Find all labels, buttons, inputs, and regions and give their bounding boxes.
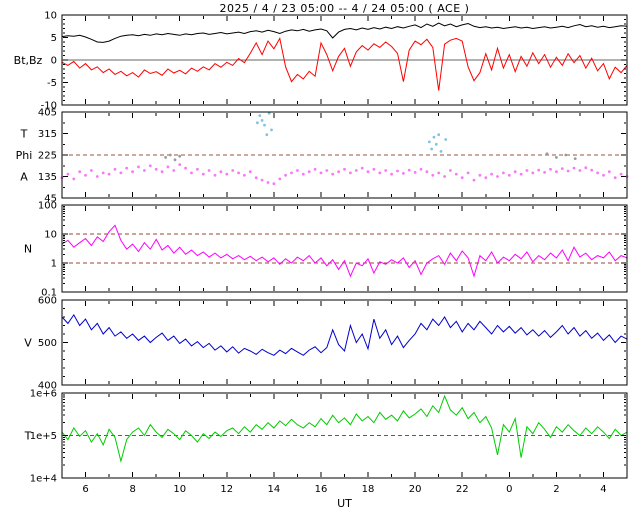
- panel-phi: 405 315 225 135 45 T Phi A: [16, 108, 629, 205]
- panel-density: 100 10 1 0.1 N: [24, 201, 628, 299]
- svg-text:Bt,Bz: Bt,Bz: [14, 54, 43, 67]
- svg-text:10: 10: [44, 230, 57, 241]
- panel-velocity: 600 500 400 V: [24, 296, 628, 392]
- svg-text:1e+4: 1e+4: [30, 474, 57, 485]
- svg-text:10: 10: [44, 11, 57, 22]
- svg-text:8: 8: [129, 484, 135, 495]
- svg-text:1e+5: 1e+5: [30, 431, 57, 442]
- svg-text:14: 14: [268, 484, 281, 495]
- svg-text:1: 1: [51, 259, 57, 270]
- svg-text:405: 405: [38, 108, 57, 119]
- svg-text:45: 45: [44, 194, 57, 205]
- x-axis-title: UT: [337, 497, 352, 510]
- svg-text:-10: -10: [41, 101, 57, 112]
- svg-text:12: 12: [220, 484, 233, 495]
- svg-text:V: V: [24, 337, 32, 350]
- svg-text:4: 4: [600, 484, 606, 495]
- plot-title: 2025 / 4 / 23 05:00 -- 4 / 24 05:00 ( AC…: [219, 2, 470, 15]
- svg-text:5: 5: [51, 33, 57, 44]
- svg-text:6: 6: [82, 484, 88, 495]
- panel-temperature: 1e+6 1e+5 1e+4 T: [24, 389, 628, 485]
- svg-text:18: 18: [362, 484, 375, 495]
- svg-text:N: N: [24, 243, 32, 256]
- svg-text:100: 100: [38, 201, 57, 212]
- svg-text:2: 2: [553, 484, 559, 495]
- svg-text:0: 0: [506, 484, 512, 495]
- svg-text:20: 20: [409, 484, 422, 495]
- svg-text:T: T: [20, 128, 28, 141]
- svg-text:0: 0: [51, 56, 57, 67]
- svg-text:10: 10: [173, 484, 186, 495]
- svg-text:16: 16: [315, 484, 328, 495]
- svg-text:135: 135: [38, 172, 57, 183]
- svg-text:T: T: [24, 430, 32, 443]
- svg-text:225: 225: [38, 151, 57, 162]
- panel-bt-bz: 10 5 0 -5 -10 Bt,Bz: [14, 11, 628, 112]
- svg-text:A: A: [20, 171, 28, 184]
- x-tick-labels: 6 8 10 12 14 16 18 20 22 0 2 4: [82, 484, 606, 495]
- svg-text:1e+6: 1e+6: [30, 389, 57, 400]
- svg-text:-5: -5: [47, 78, 57, 89]
- svg-text:315: 315: [38, 129, 57, 140]
- svg-text:0.1: 0.1: [41, 288, 57, 299]
- svg-text:Phi: Phi: [16, 149, 33, 162]
- svg-text:400: 400: [38, 381, 57, 392]
- svg-text:22: 22: [456, 484, 469, 495]
- svg-text:500: 500: [38, 338, 57, 349]
- svg-text:600: 600: [38, 296, 57, 307]
